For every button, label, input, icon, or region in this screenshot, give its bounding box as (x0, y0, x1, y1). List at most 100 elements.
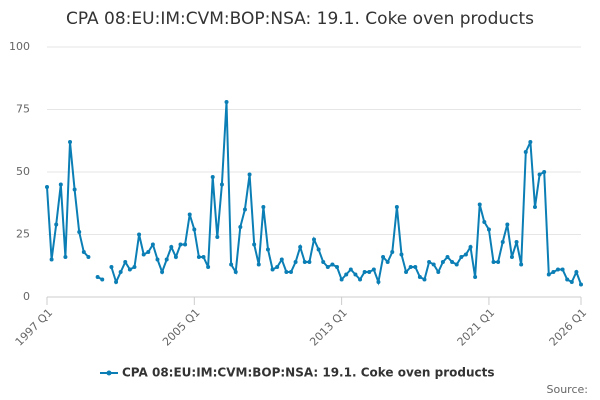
point (325, 265, 330, 269)
point (146, 250, 151, 254)
point (307, 260, 312, 264)
point (293, 260, 298, 264)
point (348, 267, 353, 272)
point (463, 252, 468, 257)
point (183, 242, 188, 247)
legend-label: CPA 08:EU:IM:CVM:BOP:NSA: 19.1. Coke ove… (122, 366, 495, 380)
point (486, 227, 491, 232)
point (187, 212, 192, 217)
point (288, 270, 293, 274)
point (440, 260, 445, 264)
point (344, 272, 349, 277)
point (422, 277, 427, 282)
point (496, 260, 501, 264)
point (468, 245, 473, 249)
point (302, 260, 307, 264)
point (215, 235, 220, 239)
point (532, 205, 537, 209)
point (427, 260, 432, 264)
point (45, 185, 49, 189)
point (114, 280, 119, 284)
point (312, 237, 316, 242)
chart-title: CPA 08:EU:IM:CVM:BOP:NSA: 19.1. Coke ove… (66, 9, 534, 29)
legend-marker (106, 370, 112, 376)
point (358, 277, 363, 282)
point (63, 255, 68, 259)
point (173, 255, 178, 259)
x-tick-label: 1997 Q1 (13, 306, 56, 349)
point (275, 265, 280, 269)
point (509, 255, 514, 259)
point (132, 265, 137, 269)
point (100, 277, 105, 282)
point (367, 270, 372, 274)
point (206, 265, 211, 269)
y-tick-label: 0 (23, 290, 30, 303)
point (399, 252, 404, 257)
point (68, 140, 73, 144)
point (565, 277, 570, 282)
point (169, 245, 174, 249)
point (242, 207, 247, 212)
point (54, 222, 59, 227)
point (81, 250, 86, 254)
point (555, 267, 560, 272)
point (256, 262, 261, 267)
point (454, 262, 459, 267)
point (537, 172, 542, 177)
point (49, 257, 54, 262)
point (261, 205, 266, 209)
point (127, 267, 132, 272)
point (86, 255, 91, 259)
point (219, 182, 224, 187)
point (247, 172, 252, 177)
point (155, 257, 160, 262)
y-tick-label: 25 (16, 228, 30, 241)
x-tick-label: 2021 Q1 (455, 306, 498, 349)
point (413, 265, 418, 269)
point (270, 267, 275, 272)
point (321, 260, 326, 264)
x-tick-label: 2026 Q1 (547, 306, 590, 349)
point (500, 240, 505, 244)
point (477, 202, 482, 207)
point (298, 245, 303, 249)
point (178, 242, 183, 247)
point (551, 270, 556, 274)
point (265, 247, 270, 252)
point (109, 265, 114, 269)
point (233, 270, 238, 274)
point (569, 280, 574, 284)
point (528, 140, 533, 144)
point (445, 255, 450, 259)
point (404, 270, 409, 274)
point (150, 242, 155, 247)
point (473, 275, 478, 279)
point (546, 272, 551, 277)
point (353, 272, 358, 277)
point (196, 255, 201, 259)
x-tick-label: 2005 Q1 (160, 306, 203, 349)
point (362, 270, 367, 274)
point (371, 267, 376, 272)
point (58, 182, 63, 187)
point (238, 225, 243, 229)
point (482, 220, 487, 224)
source: Source: (547, 383, 589, 396)
point (579, 282, 583, 287)
point (279, 257, 284, 262)
point (523, 150, 528, 154)
point (284, 270, 289, 274)
point (431, 262, 436, 267)
point (394, 205, 399, 209)
point (335, 265, 340, 269)
point (330, 262, 335, 267)
point (390, 250, 395, 254)
point (118, 270, 123, 274)
point (229, 262, 234, 267)
point (436, 270, 441, 274)
point (252, 242, 257, 247)
y-tick-label: 75 (16, 103, 30, 116)
point (417, 275, 422, 279)
